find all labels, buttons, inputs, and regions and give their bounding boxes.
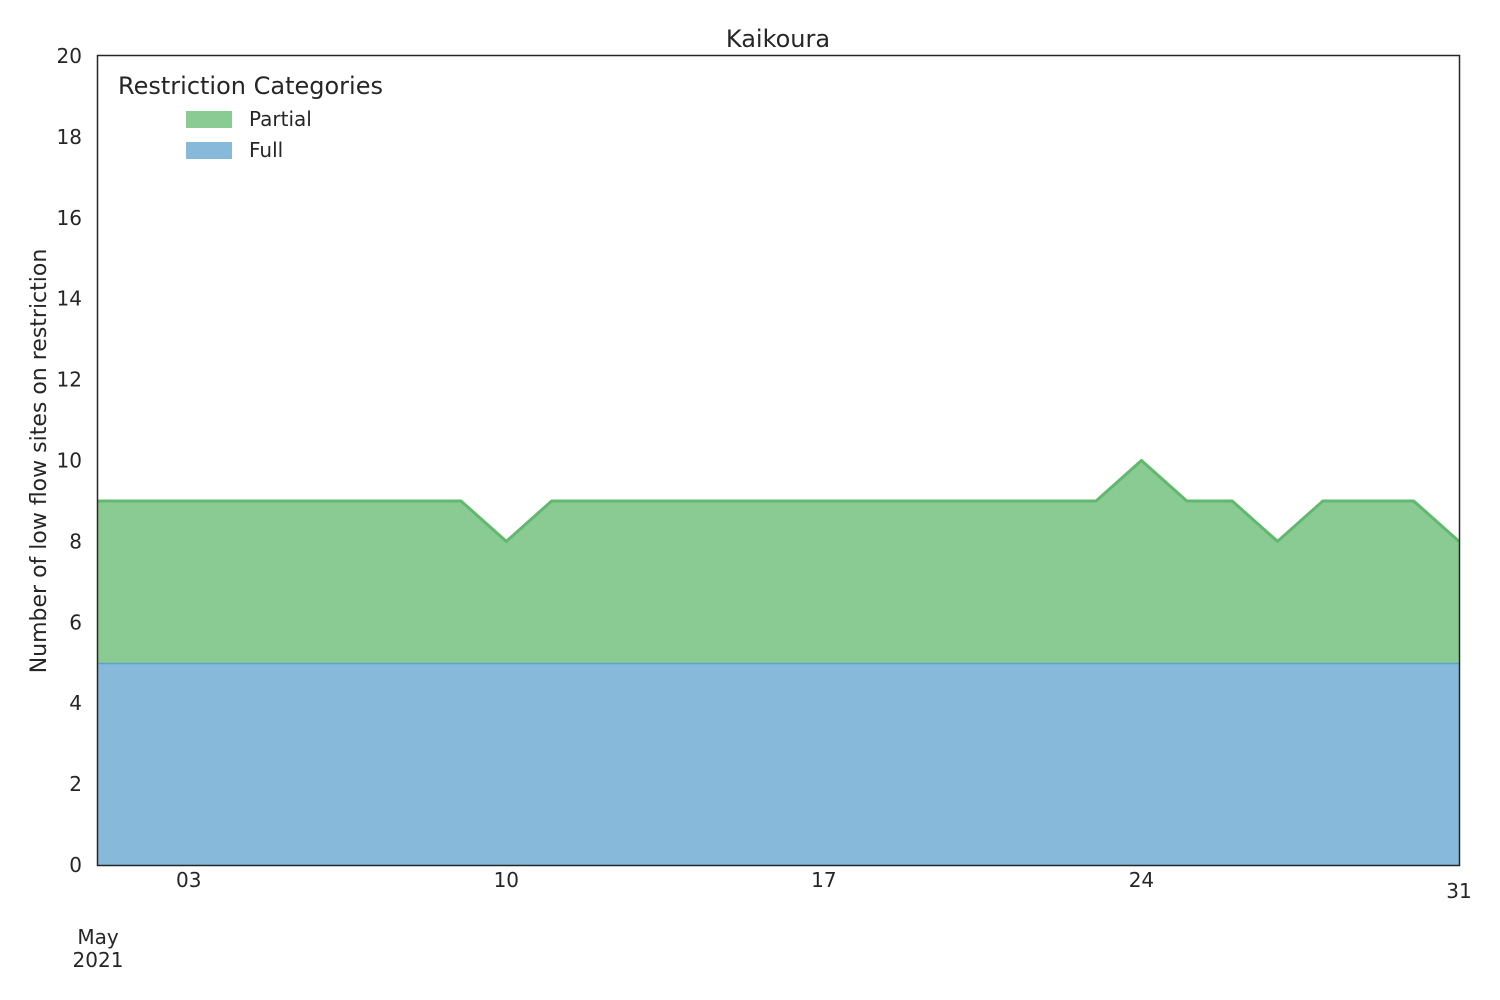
x-tick-label: 31 bbox=[1446, 879, 1471, 903]
plot-frame bbox=[96, 54, 1461, 867]
x-tick-label: 24 bbox=[1129, 868, 1154, 892]
y-tick-label: 16 bbox=[57, 206, 82, 230]
area-full bbox=[98, 662, 1459, 865]
x-month-label: May bbox=[77, 925, 119, 949]
legend-label-partial: Partial bbox=[249, 107, 312, 131]
y-tick-label: 4 bbox=[69, 691, 82, 715]
y-axis-label: Number of low flow sites on restriction bbox=[27, 249, 52, 674]
legend-swatch-partial bbox=[186, 111, 232, 128]
y-tick-label: 6 bbox=[69, 610, 82, 634]
y-tick-label: 14 bbox=[57, 287, 82, 311]
x-axis-ticks: 03 10 17 24 31 bbox=[176, 868, 1472, 903]
chart-title: Kaikoura bbox=[726, 25, 830, 53]
y-tick-label: 18 bbox=[57, 125, 82, 149]
legend-title: Restriction Categories bbox=[118, 72, 383, 100]
y-tick-label: 8 bbox=[69, 529, 82, 553]
y-axis-ticks: 0 2 4 6 8 10 12 14 16 18 20 bbox=[57, 44, 82, 877]
y-tick-label: 2 bbox=[69, 772, 82, 796]
legend-label-full: Full bbox=[249, 138, 283, 162]
y-tick-label: 20 bbox=[57, 44, 82, 68]
x-tick-label: 17 bbox=[811, 868, 836, 892]
legend: Restriction Categories Partial Full bbox=[118, 72, 383, 162]
x-year-label: 2021 bbox=[73, 948, 124, 972]
area-partial bbox=[98, 460, 1459, 663]
area-layers bbox=[98, 459, 1460, 865]
legend-swatch-full bbox=[186, 142, 232, 159]
x-tick-label: 10 bbox=[494, 868, 519, 892]
y-tick-label: 10 bbox=[57, 449, 82, 473]
area-line-partial bbox=[98, 459, 1460, 543]
y-tick-label: 12 bbox=[57, 368, 82, 392]
y-tick-label: 0 bbox=[69, 853, 82, 877]
x-tick-label: 03 bbox=[176, 868, 201, 892]
